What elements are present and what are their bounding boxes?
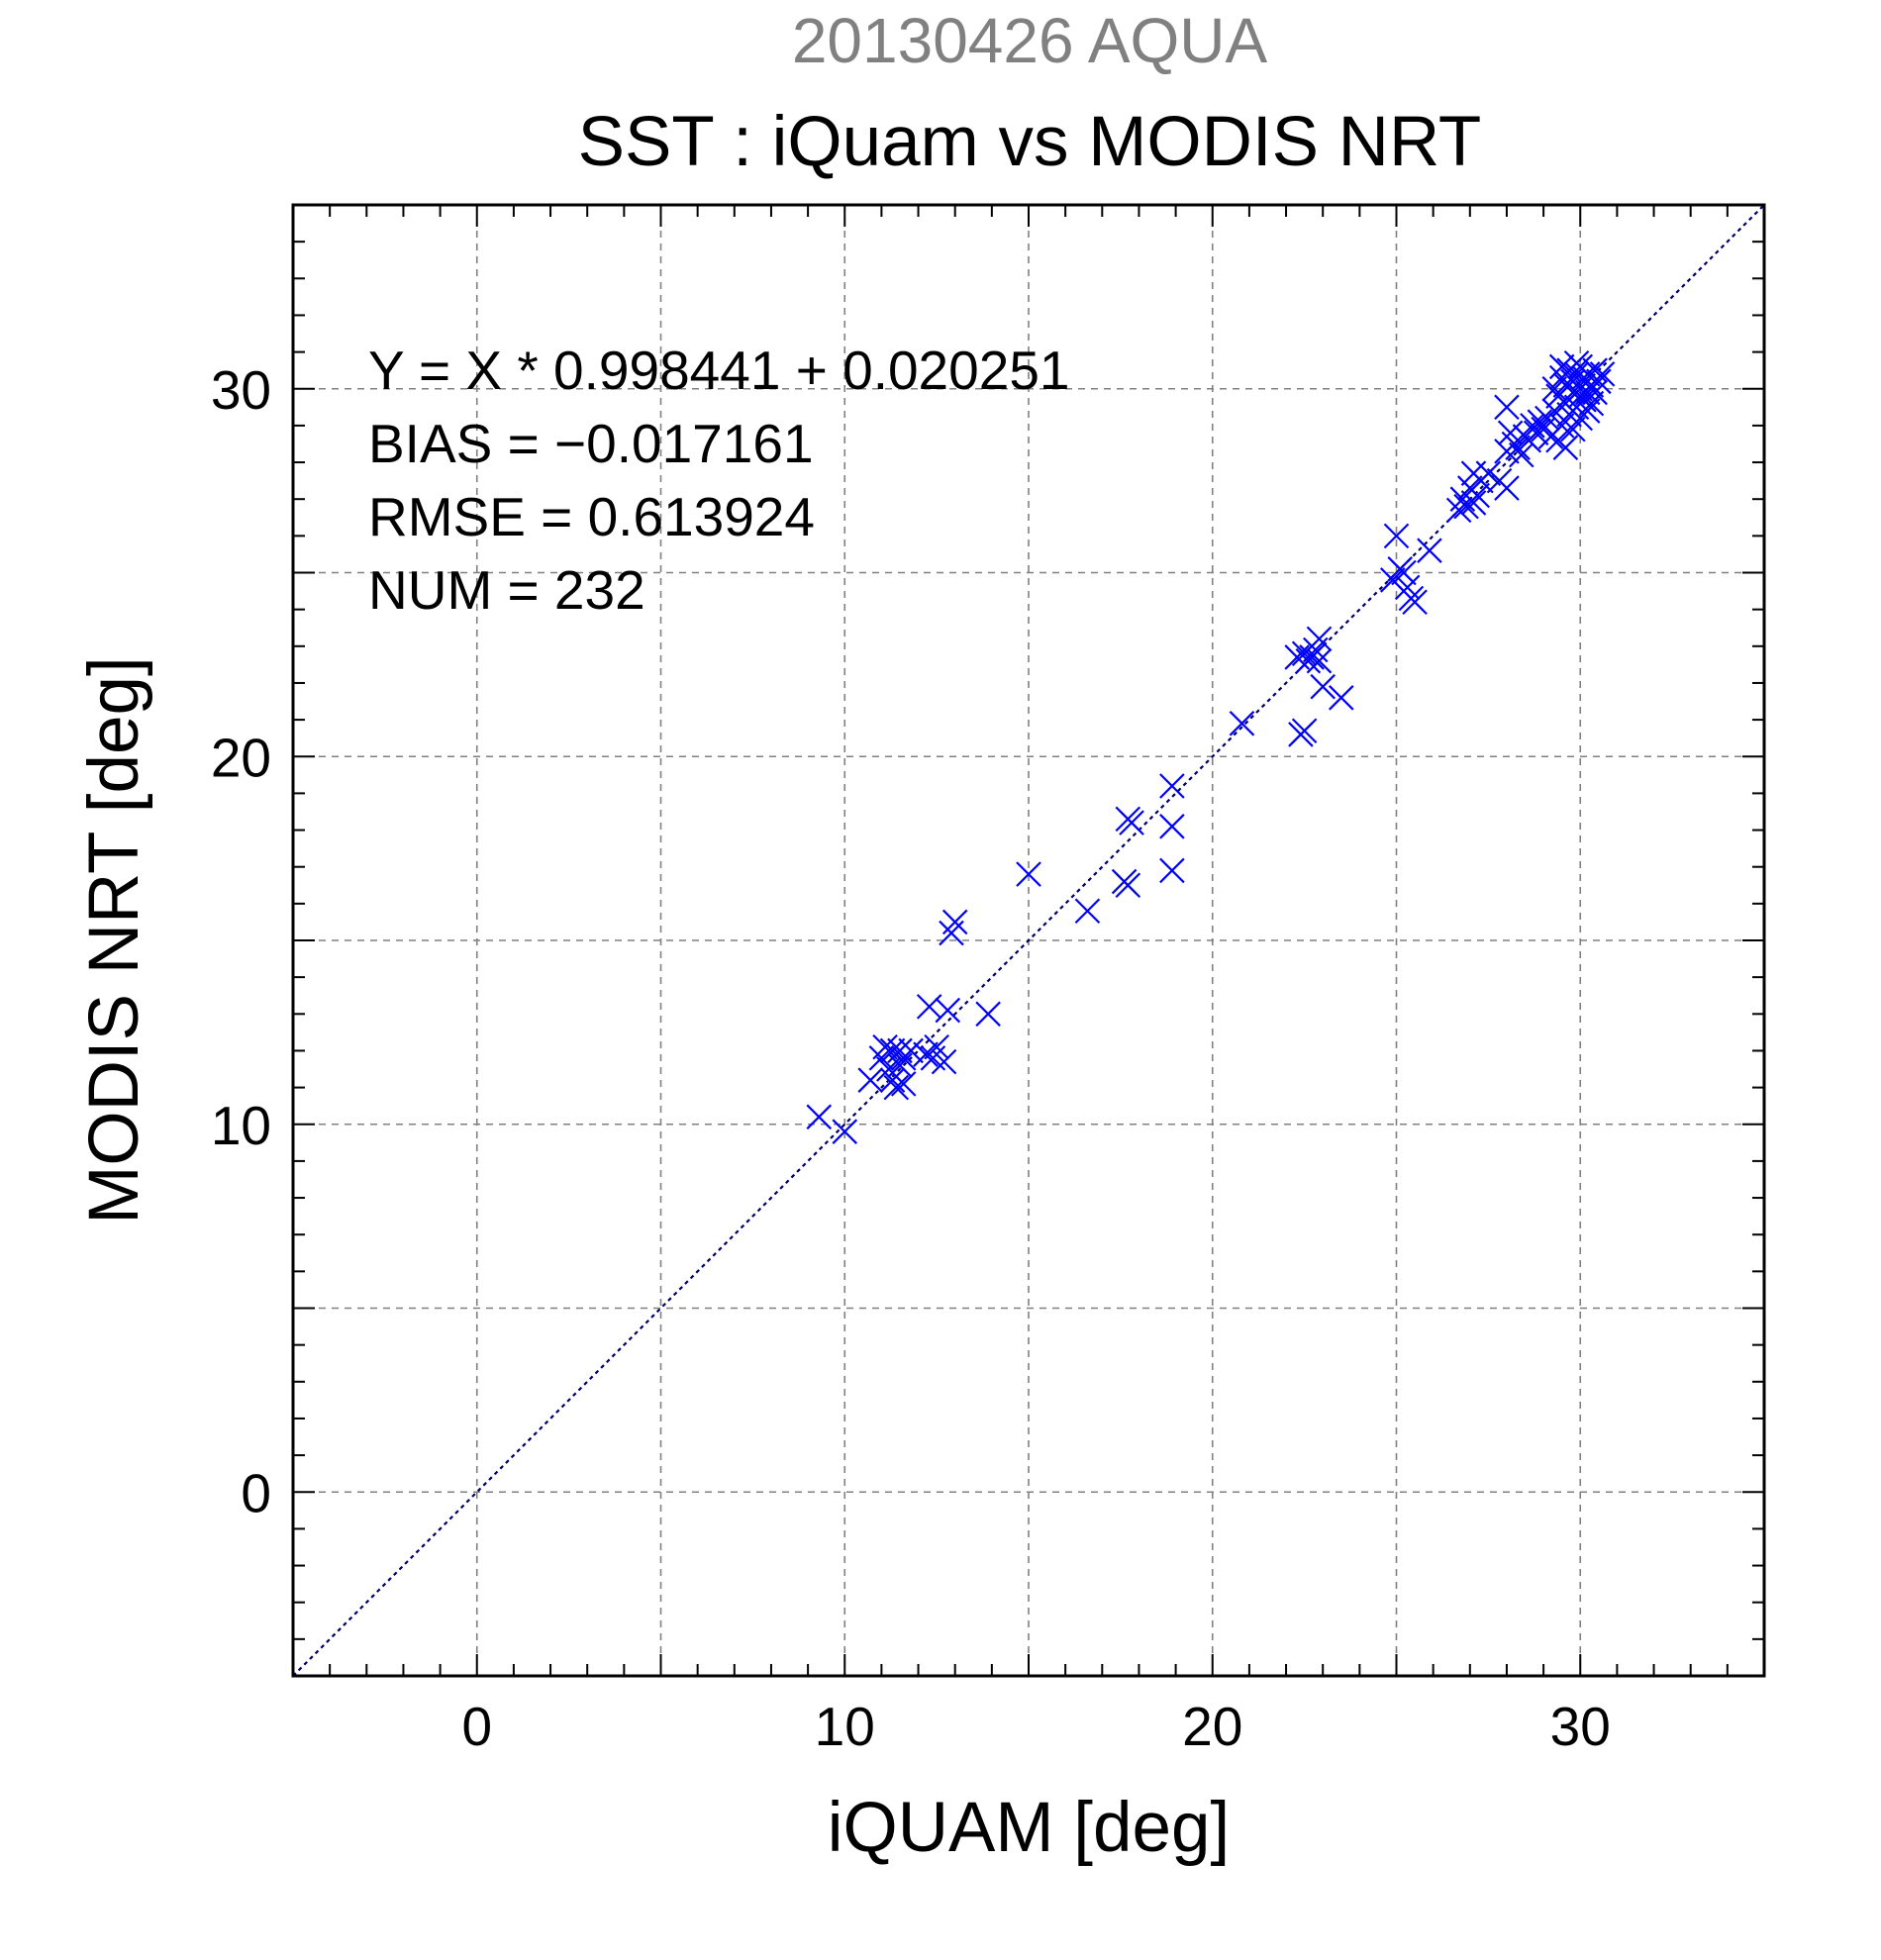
data-point	[1391, 559, 1417, 586]
data-point	[1115, 872, 1141, 899]
data-point	[1475, 460, 1502, 486]
data-points	[806, 349, 1616, 1144]
data-point	[941, 909, 968, 935]
bias-label: BIAS = −0.017161	[368, 413, 814, 474]
data-point	[1586, 368, 1612, 395]
data-point	[1383, 523, 1410, 549]
data-point	[916, 994, 942, 1020]
data-point	[883, 1074, 910, 1101]
data-point	[1306, 647, 1333, 674]
axis-ticks	[293, 205, 1764, 1676]
plot-frame	[291, 203, 1766, 1678]
data-point	[1494, 394, 1520, 421]
y-axis-label: MODIS NRT [deg]	[75, 656, 153, 1224]
data-point	[1159, 857, 1185, 884]
data-point	[1229, 711, 1255, 736]
regression-equation: Y = X * 0.998441 + 0.020251	[368, 340, 1070, 401]
data-point	[1299, 644, 1325, 670]
data-point	[1417, 538, 1442, 563]
grid	[293, 205, 1764, 1676]
x-tick-label: 20	[1182, 1696, 1242, 1757]
data-point	[872, 1033, 898, 1060]
data-point	[806, 1104, 833, 1130]
data-point	[898, 1037, 924, 1064]
data-point	[879, 1037, 906, 1064]
tick-labels: 0 10 20 30 0 10 20 30	[211, 359, 1611, 1757]
chart-title: SST : iQuam vs MODIS NRT	[578, 103, 1482, 181]
y-tick-label: 20	[211, 727, 271, 788]
x-axis-label: iQUAM [deg]	[828, 1789, 1230, 1867]
data-point	[1460, 490, 1487, 516]
one-to-one-line	[292, 204, 1765, 1677]
data-point	[890, 1071, 917, 1097]
data-point	[913, 1041, 939, 1067]
data-point	[1074, 898, 1101, 925]
data-point	[1548, 353, 1575, 380]
data-point	[1159, 814, 1185, 839]
data-point	[832, 1119, 858, 1144]
data-point	[1306, 626, 1333, 652]
data-point	[1119, 810, 1144, 835]
reference-line-layer	[292, 204, 1765, 1677]
num-label: NUM = 232	[368, 559, 645, 621]
data-point	[935, 997, 961, 1024]
y-tick-label: 0	[241, 1462, 271, 1523]
x-tick-label: 10	[815, 1696, 875, 1757]
data-point	[1402, 589, 1428, 615]
data-point	[1505, 435, 1531, 460]
data-point	[1329, 685, 1354, 711]
data-point	[1291, 718, 1318, 744]
x-tick-label: 30	[1550, 1696, 1611, 1757]
x-tick-label: 0	[461, 1696, 492, 1757]
data-point	[1567, 405, 1594, 432]
data-point	[857, 1067, 884, 1093]
y-tick-label: 30	[211, 359, 271, 421]
data-point	[1159, 773, 1185, 799]
date-title: 20130426 AQUA	[792, 5, 1268, 76]
data-point	[931, 1048, 957, 1075]
data-point	[1310, 673, 1336, 700]
y-tick-label: 10	[211, 1095, 271, 1156]
data-point	[975, 1001, 1001, 1028]
data-point	[1016, 861, 1041, 887]
data-point	[924, 1033, 949, 1060]
stats-box: Y = X * 0.998441 + 0.020251 BIAS = −0.01…	[368, 340, 1070, 621]
data-point	[1589, 361, 1616, 387]
data-point	[1563, 349, 1590, 376]
data-point	[1494, 475, 1520, 501]
data-point	[1552, 435, 1579, 460]
data-point	[887, 1037, 913, 1064]
data-point	[1560, 416, 1586, 442]
rmse-label: RMSE = 0.613924	[368, 486, 815, 547]
data-point	[1464, 482, 1491, 509]
